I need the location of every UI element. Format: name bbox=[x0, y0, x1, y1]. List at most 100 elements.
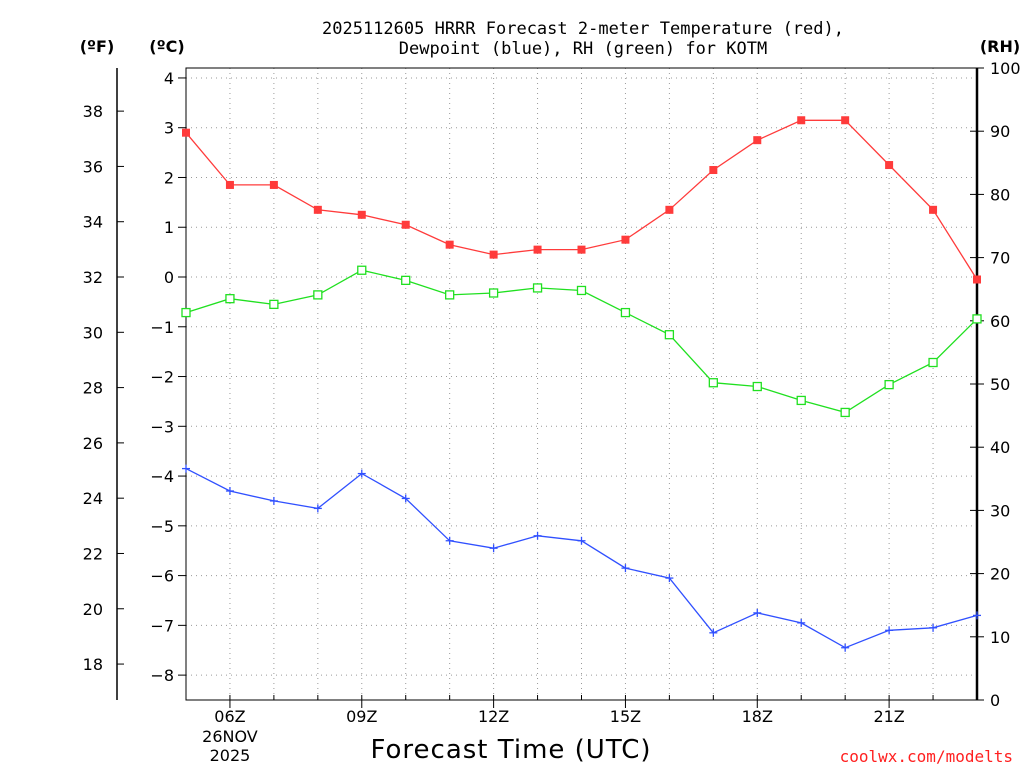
fahrenheit-tick-label: 34 bbox=[83, 213, 103, 232]
celsius-tick-label: 2 bbox=[164, 168, 174, 187]
dewpoint-point bbox=[313, 504, 322, 513]
temperature-point bbox=[577, 245, 586, 254]
rh-point bbox=[313, 290, 323, 300]
dewpoint-point bbox=[182, 464, 190, 473]
rh-tick-label: 10 bbox=[990, 628, 1010, 647]
celsius-tick-label: 0 bbox=[164, 268, 174, 287]
temperature-point bbox=[357, 210, 366, 219]
dewpoint-point bbox=[269, 496, 278, 505]
temperature-point bbox=[929, 205, 938, 214]
fahrenheit-ticks: 38 36 34 32 30 28 26 24 22 20 18 bbox=[83, 102, 124, 674]
dewpoint-point bbox=[841, 643, 850, 652]
celsius-tick-label: −5 bbox=[150, 517, 174, 536]
fahrenheit-tick-label: 36 bbox=[83, 157, 103, 176]
x-axis-label: Forecast Time (UTC) bbox=[370, 735, 651, 765]
dewpoint-point bbox=[797, 618, 806, 627]
temperature-point bbox=[665, 205, 674, 214]
rh-tick-label: 40 bbox=[990, 438, 1010, 457]
fahrenheit-tick-label: 24 bbox=[83, 489, 103, 508]
fahrenheit-tick-label: 26 bbox=[83, 434, 103, 453]
rh-point bbox=[488, 288, 499, 298]
dewpoint-point bbox=[621, 564, 630, 573]
fahrenheit-tick-label: 32 bbox=[83, 268, 103, 287]
fahrenheit-tick-label: 22 bbox=[83, 544, 103, 563]
celsius-axis-label: (ºC) bbox=[149, 37, 184, 56]
dewpoint-point bbox=[885, 626, 894, 635]
celsius-ticks: 4 3 2 1 0 −1 −2 −3 −4 −5 −6 −7 −8 bbox=[150, 69, 186, 685]
temperature-point bbox=[753, 136, 762, 145]
series-dewpoint bbox=[182, 464, 981, 652]
rh-axis-label: (RH) bbox=[980, 37, 1020, 56]
rh-tick-label: 50 bbox=[990, 375, 1010, 394]
fahrenheit-tick-label: 18 bbox=[83, 655, 103, 674]
series-layer bbox=[181, 116, 982, 652]
dewpoint-point bbox=[753, 608, 762, 617]
dewpoint-point bbox=[225, 486, 234, 495]
fahrenheit-tick-label: 30 bbox=[83, 323, 103, 342]
rh-point bbox=[752, 381, 762, 392]
time-tick-label: 21Z bbox=[873, 707, 904, 726]
dewpoint-point bbox=[973, 611, 981, 620]
rh-tick-label: 70 bbox=[990, 249, 1010, 268]
time-tick-label: 12Z bbox=[478, 707, 509, 726]
dewpoint-point bbox=[445, 536, 454, 545]
rh-tick-label: 0 bbox=[990, 691, 1000, 710]
celsius-tick-label: −4 bbox=[150, 467, 174, 486]
rh-point bbox=[445, 290, 455, 300]
rh-point bbox=[181, 307, 191, 318]
rh-tick-label: 30 bbox=[990, 501, 1010, 520]
time-tick-label: 09Z bbox=[346, 707, 377, 726]
time-tick-label: 15Z bbox=[610, 707, 641, 726]
rh-point bbox=[884, 379, 894, 390]
celsius-tick-label: 1 bbox=[164, 218, 174, 237]
grid-layer bbox=[185, 68, 978, 700]
temperature-point bbox=[445, 240, 454, 249]
celsius-tick-label: −1 bbox=[150, 318, 174, 337]
temperature-point bbox=[269, 180, 278, 189]
time-tick-label: 18Z bbox=[742, 707, 773, 726]
temperature-point bbox=[182, 128, 190, 137]
dewpoint-point bbox=[665, 574, 674, 583]
temperature-point bbox=[841, 116, 850, 125]
series-temperature bbox=[182, 116, 981, 284]
rh-point bbox=[401, 275, 411, 286]
celsius-tick-label: −8 bbox=[150, 666, 174, 685]
celsius-tick-label: 4 bbox=[164, 69, 174, 88]
celsius-tick-label: −6 bbox=[150, 567, 174, 586]
celsius-tick-label: −7 bbox=[150, 616, 174, 635]
time-tick-label: 06Z bbox=[214, 707, 245, 726]
time-tick-year: 2025 bbox=[210, 746, 251, 765]
rh-point bbox=[532, 283, 543, 293]
dewpoint-point bbox=[357, 469, 366, 478]
credit-text: coolwx.com/modelts bbox=[840, 747, 1013, 766]
temperature-point bbox=[225, 180, 234, 189]
rh-point bbox=[664, 330, 675, 340]
rh-point bbox=[269, 299, 279, 310]
fahrenheit-axis-label: (ºF) bbox=[80, 37, 115, 56]
celsius-tick-label: 3 bbox=[164, 119, 174, 138]
chart-title-line-2: Dewpoint (blue), RH (green) for KOTM bbox=[399, 39, 767, 59]
temperature-point bbox=[797, 116, 806, 125]
temperature-point bbox=[489, 250, 498, 259]
fahrenheit-tick-label: 20 bbox=[83, 600, 103, 619]
rh-point bbox=[576, 285, 587, 296]
series-rh bbox=[181, 265, 982, 418]
temperature-point bbox=[709, 166, 718, 175]
dewpoint-point bbox=[577, 536, 586, 545]
temperature-point bbox=[621, 235, 630, 244]
rh-tick-label: 80 bbox=[990, 185, 1010, 204]
dewpoint-point bbox=[489, 544, 498, 553]
rh-point bbox=[620, 307, 631, 318]
rh-tick-label: 90 bbox=[990, 122, 1010, 141]
rh-point bbox=[840, 407, 850, 418]
rh-point bbox=[796, 395, 806, 406]
rh-point bbox=[357, 265, 367, 275]
time-tick-date: 26NOV bbox=[202, 727, 258, 746]
rh-tick-label: 60 bbox=[990, 312, 1010, 331]
celsius-tick-label: −3 bbox=[150, 417, 174, 436]
rh-point bbox=[972, 314, 982, 324]
temperature-point bbox=[533, 245, 542, 254]
